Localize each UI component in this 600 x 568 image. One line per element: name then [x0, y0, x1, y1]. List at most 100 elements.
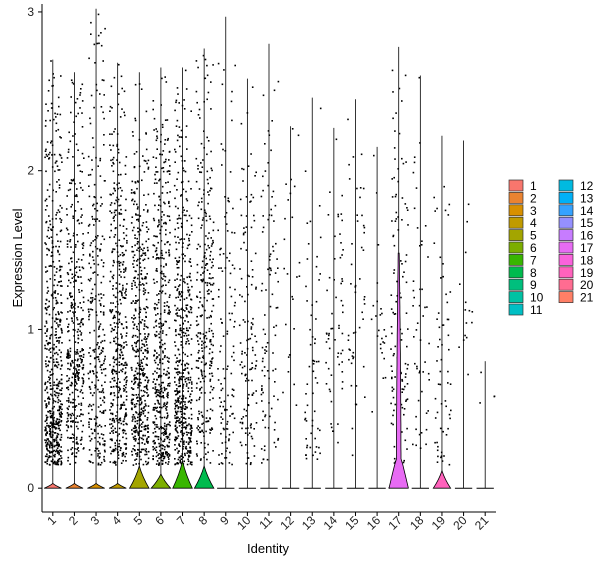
point — [139, 246, 141, 249]
point — [57, 209, 60, 211]
point — [146, 384, 148, 387]
point — [120, 462, 123, 464]
point — [166, 393, 169, 395]
point — [91, 288, 94, 291]
point — [69, 417, 72, 419]
point — [141, 319, 144, 321]
point — [97, 293, 100, 296]
point — [125, 363, 128, 366]
point — [168, 200, 170, 203]
point — [447, 318, 450, 321]
point — [177, 348, 180, 351]
point — [182, 242, 184, 244]
point — [160, 240, 163, 242]
point — [187, 460, 190, 462]
point — [182, 383, 185, 386]
point — [100, 341, 102, 344]
point — [74, 133, 76, 135]
point — [178, 444, 180, 446]
point — [57, 450, 60, 452]
point — [48, 153, 50, 156]
point — [145, 448, 147, 450]
point — [209, 432, 211, 434]
point — [114, 128, 116, 130]
point — [50, 436, 52, 439]
point — [180, 155, 183, 158]
point — [152, 373, 154, 375]
point — [157, 402, 160, 404]
point — [191, 461, 193, 464]
violin-body — [128, 464, 150, 489]
point — [415, 444, 417, 447]
point — [363, 226, 366, 229]
point — [48, 300, 50, 303]
point — [81, 385, 84, 388]
point — [82, 247, 84, 249]
point — [178, 443, 180, 445]
point — [50, 107, 53, 109]
point — [196, 263, 199, 266]
point — [125, 290, 127, 293]
point — [99, 410, 101, 413]
point — [391, 377, 393, 380]
point — [241, 422, 244, 425]
point — [196, 427, 198, 429]
point — [188, 381, 191, 384]
point — [174, 376, 176, 379]
point — [77, 373, 79, 375]
point — [184, 406, 187, 408]
point — [319, 273, 321, 275]
point — [77, 337, 80, 340]
point — [190, 434, 192, 437]
point — [247, 427, 249, 429]
point — [135, 345, 137, 348]
point — [60, 359, 63, 362]
point — [136, 341, 138, 343]
point — [190, 311, 193, 314]
point — [255, 364, 257, 367]
point — [206, 420, 209, 423]
point — [447, 334, 450, 337]
point — [98, 424, 101, 426]
point — [184, 447, 187, 449]
point — [201, 430, 203, 433]
point — [179, 217, 182, 220]
point — [434, 397, 437, 400]
point — [390, 348, 392, 350]
point — [204, 252, 206, 254]
point — [140, 402, 143, 405]
point — [145, 376, 148, 378]
point — [92, 218, 94, 220]
point — [162, 150, 165, 152]
point — [230, 295, 233, 298]
point — [143, 345, 146, 347]
point — [184, 380, 187, 383]
point — [132, 300, 134, 302]
point — [57, 363, 60, 366]
point — [109, 438, 112, 441]
point — [54, 364, 57, 366]
point — [228, 438, 230, 440]
point — [144, 349, 146, 351]
point — [186, 338, 189, 340]
point — [72, 406, 74, 408]
point — [147, 159, 150, 162]
point — [59, 449, 61, 452]
point — [82, 382, 84, 385]
point — [81, 349, 83, 352]
point — [187, 454, 190, 457]
point — [383, 342, 386, 344]
point — [325, 341, 328, 343]
point — [159, 374, 161, 377]
point — [229, 272, 232, 275]
point — [98, 326, 100, 329]
point — [176, 420, 178, 422]
point — [55, 317, 57, 320]
point — [142, 372, 144, 374]
point — [145, 132, 147, 134]
point — [57, 459, 59, 462]
point — [390, 422, 393, 425]
point — [211, 261, 213, 264]
point — [61, 265, 63, 268]
point — [141, 243, 144, 246]
